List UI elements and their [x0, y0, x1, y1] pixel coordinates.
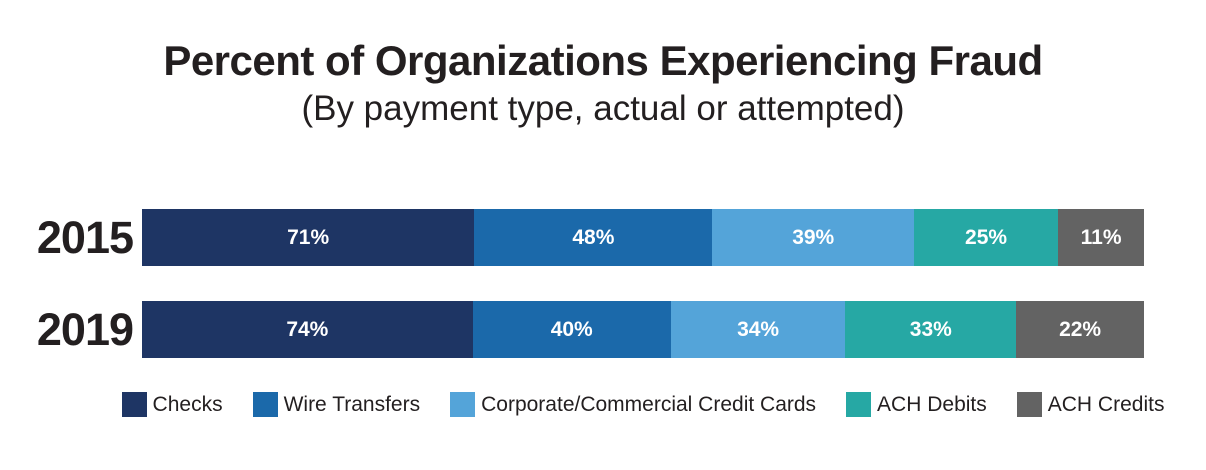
bar-segment: 48% [474, 209, 713, 266]
legend-item: ACH Credits [1016, 392, 1165, 417]
legend-label: ACH Credits [1047, 392, 1165, 416]
legend-label: Corporate/Commercial Credit Cards [481, 392, 817, 416]
bar-segment: 33% [845, 301, 1017, 358]
legend-swatch [450, 392, 476, 417]
title-block: Percent of Organizations Experiencing Fr… [0, 0, 1206, 130]
legend-item: Wire Transfers [252, 392, 421, 417]
chart-title: Percent of Organizations Experiencing Fr… [163, 37, 1043, 84]
legend-label: Checks [152, 392, 223, 416]
segment-value-label: 74% [286, 317, 329, 341]
year-label-2019: 2019 [36, 303, 134, 355]
legend-swatch [1016, 392, 1042, 417]
segment-value-label: 71% [287, 225, 330, 249]
legend-swatch [121, 392, 147, 417]
year-label-2015: 2015 [36, 211, 134, 263]
legend-label: ACH Debits [877, 392, 987, 416]
bar-segment: 11% [1058, 209, 1144, 266]
legend-item: ACH Debits [846, 392, 987, 417]
bar-segment: 40% [472, 301, 671, 358]
bar-segment: 74% [142, 301, 473, 358]
segment-value-label: 25% [965, 225, 1008, 249]
bar-segment: 25% [913, 209, 1059, 266]
segment-value-label: 39% [792, 225, 835, 249]
legend-item: Corporate/Commercial Credit Cards [450, 392, 816, 417]
stacked-bar-2015: 71% 48% 39% 25% 11% [142, 209, 1144, 266]
bar-segment: 71% [142, 209, 475, 266]
segment-value-label: 40% [550, 317, 593, 341]
segment-value-label: 34% [737, 317, 780, 341]
bar-segment: 22% [1016, 301, 1144, 358]
legend-label: Wire Transfers [283, 392, 421, 416]
stacked-bar-2019: 74% 40% 34% 33% 22% [142, 301, 1144, 358]
legend-item: Checks [121, 392, 223, 417]
legend: Checks Wire Transfers Corporate/Commercial… [121, 392, 1164, 417]
segment-value-label: 11% [1080, 225, 1122, 249]
bar-segment: 34% [670, 301, 846, 358]
legend-swatch [252, 392, 278, 417]
legend-swatch [846, 392, 872, 417]
bar-segment: 39% [712, 209, 914, 266]
bar-row-2019: 2019 74% 40% 34% 33% 22% [0, 301, 1144, 358]
segment-value-label: 48% [572, 225, 615, 249]
bar-row-2015: 2015 71% 48% 39% 25% 11% [0, 209, 1144, 266]
bar-rows: 2015 71% 48% 39% 25% 11% 2019 74% 40% 34% 33% 22% [0, 209, 1206, 358]
chart-subtitle: (By payment type, actual or attempted) [301, 89, 905, 128]
segment-value-label: 22% [1059, 317, 1102, 341]
segment-value-label: 33% [909, 317, 952, 341]
